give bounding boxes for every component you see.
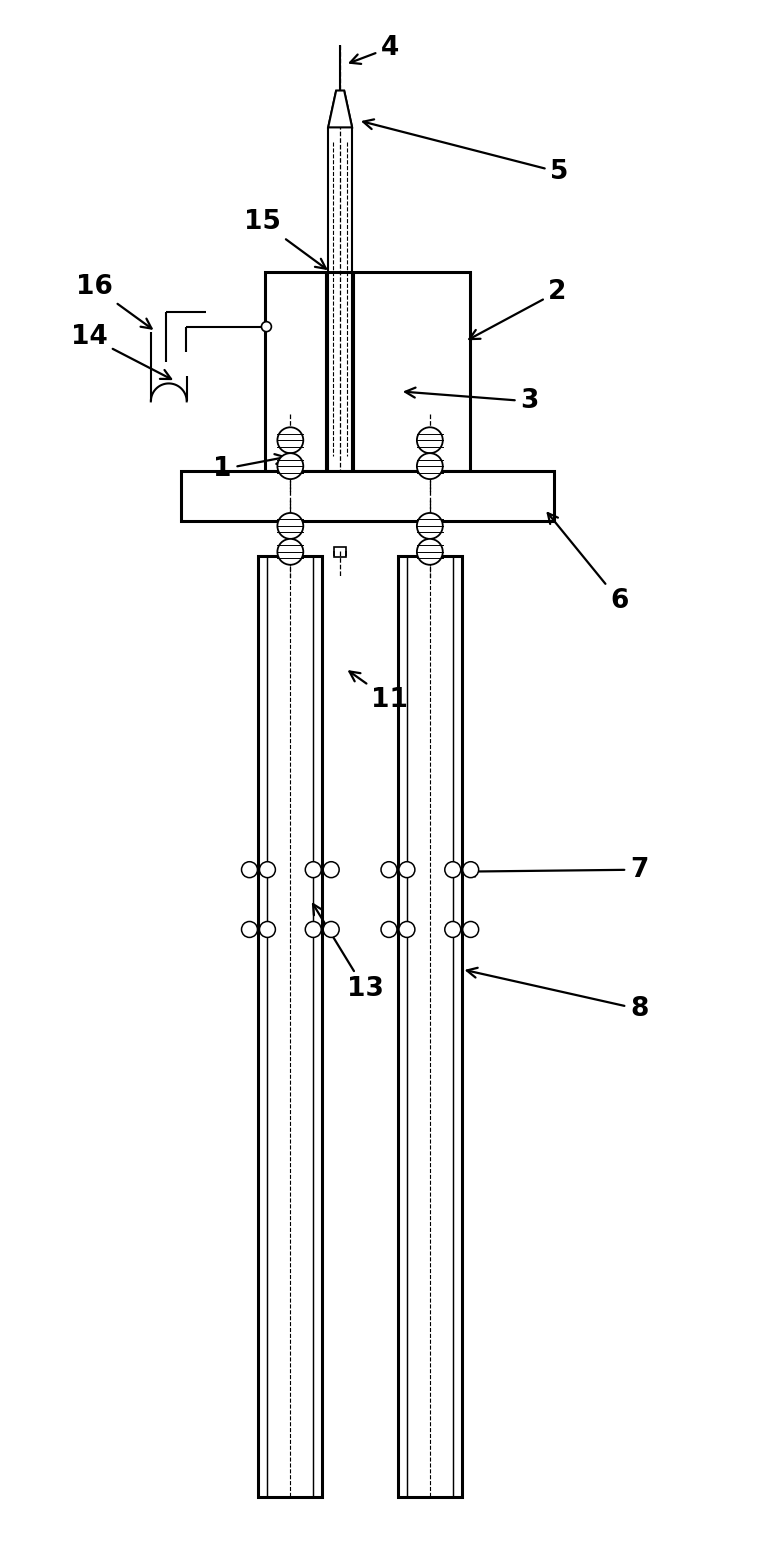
Circle shape	[417, 514, 443, 539]
Circle shape	[277, 514, 303, 539]
Circle shape	[261, 322, 271, 331]
Circle shape	[323, 921, 339, 938]
Text: 1: 1	[214, 454, 285, 482]
Bar	[259, 556, 323, 1497]
Text: 3: 3	[406, 387, 538, 414]
Text: 2: 2	[469, 279, 567, 339]
Text: 14: 14	[71, 323, 171, 379]
Text: 11: 11	[349, 671, 409, 713]
Text: 4: 4	[350, 34, 399, 64]
Bar	[266, 272, 470, 471]
Circle shape	[277, 428, 303, 453]
Circle shape	[277, 539, 303, 565]
Circle shape	[381, 862, 397, 877]
Circle shape	[462, 862, 478, 877]
Circle shape	[445, 921, 461, 938]
Circle shape	[462, 921, 478, 938]
Text: 7: 7	[465, 857, 648, 882]
Circle shape	[381, 921, 397, 938]
Circle shape	[417, 428, 443, 453]
Circle shape	[399, 921, 415, 938]
Text: 15: 15	[244, 209, 326, 268]
Circle shape	[277, 453, 303, 479]
Text: 6: 6	[548, 514, 628, 613]
Bar	[334, 546, 346, 557]
Circle shape	[417, 539, 443, 565]
Circle shape	[306, 921, 321, 938]
Circle shape	[260, 862, 276, 877]
Bar	[398, 556, 462, 1497]
Text: 16: 16	[75, 273, 151, 328]
Text: 13: 13	[313, 904, 383, 1002]
Text: 8: 8	[467, 968, 648, 1022]
Circle shape	[306, 862, 321, 877]
Circle shape	[399, 862, 415, 877]
Text: 5: 5	[363, 119, 568, 186]
Bar	[180, 471, 554, 521]
Circle shape	[323, 862, 339, 877]
Circle shape	[445, 862, 461, 877]
Circle shape	[241, 862, 257, 877]
Polygon shape	[328, 91, 352, 128]
Circle shape	[241, 921, 257, 938]
Circle shape	[417, 453, 443, 479]
Circle shape	[260, 921, 276, 938]
